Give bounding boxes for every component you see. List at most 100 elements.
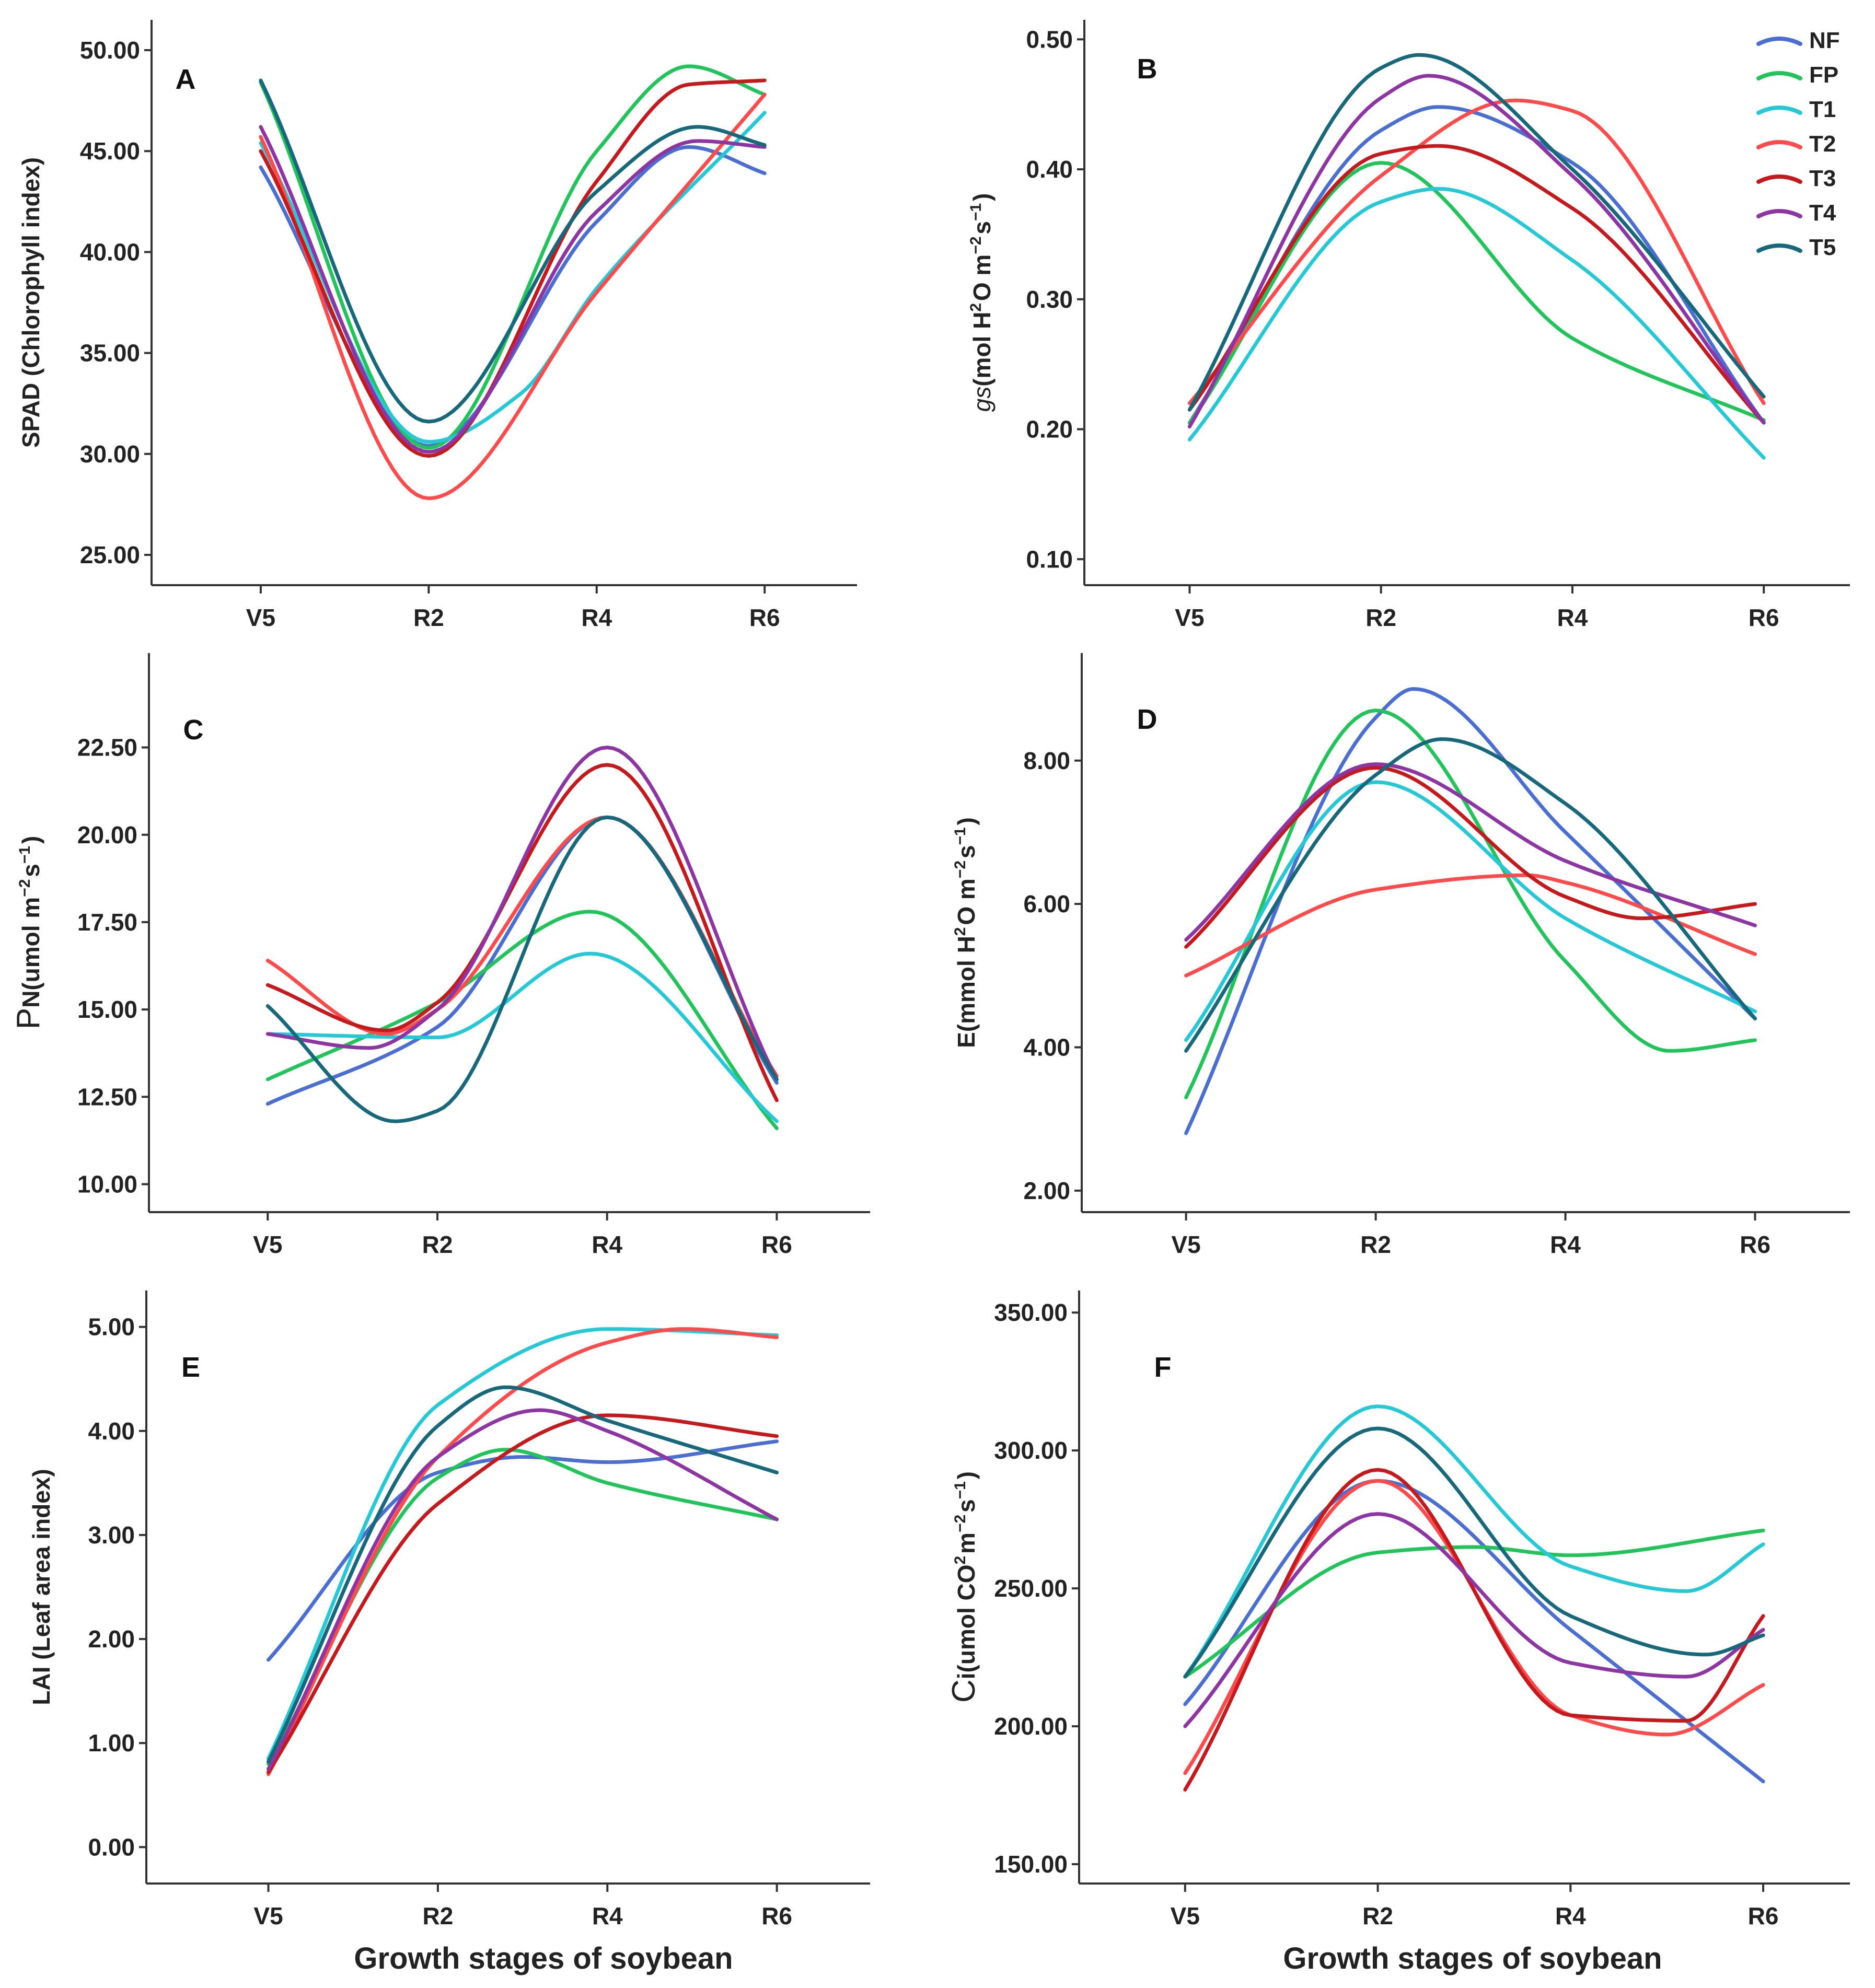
y-tick-label: 4.00 xyxy=(1023,1033,1070,1061)
series-line-T4 xyxy=(265,746,779,1082)
series-line-T4 xyxy=(1183,1512,1765,1728)
series-line-T3 xyxy=(267,1413,779,1774)
x-tick-label: R6 xyxy=(749,604,780,631)
series-line-T5 xyxy=(1187,53,1766,412)
legend-label-NF: NF xyxy=(1809,28,1840,53)
series-line-T3 xyxy=(259,78,767,458)
y-tick-label: 350.00 xyxy=(994,1299,1068,1326)
x-axis-title-right: Growth stages of soybean xyxy=(1283,1942,1662,1975)
y-tick-label: 0.50 xyxy=(1026,26,1073,53)
y-tick-label: 200.00 xyxy=(994,1713,1068,1740)
x-tick-label: R6 xyxy=(1748,1902,1779,1929)
y-tick-label: 2.00 xyxy=(88,1625,135,1653)
series-line-T5 xyxy=(267,1385,779,1764)
y-axis-title: gs(mol H2 O m−2 s−1 ) xyxy=(967,193,996,412)
series-line-T2 xyxy=(267,1327,779,1776)
panel-B: 0.10 0.20 0.30 0.40 0.50 V5 R2 R4 R6 Bgs(mol H2 O… xyxy=(967,20,1850,631)
y-tick-label: 25.00 xyxy=(80,541,140,568)
y-tick-label: 30.00 xyxy=(80,440,140,468)
series-line-T1 xyxy=(1184,780,1757,1042)
x-tick-label: R6 xyxy=(761,1231,792,1258)
panel-letter: F xyxy=(1154,1352,1172,1383)
y-tick-label: 35.00 xyxy=(80,340,140,367)
y-tick-label: 0.00 xyxy=(88,1833,135,1861)
series-line-T2 xyxy=(259,92,767,501)
y-tick-label: 0.10 xyxy=(1026,545,1073,573)
legend-swatch-T1 xyxy=(1756,106,1802,115)
series-line-T3 xyxy=(1187,144,1766,425)
x-tick-label: V5 xyxy=(253,1231,282,1258)
legend-label-T2: T2 xyxy=(1809,131,1836,157)
y-tick-label: 20.00 xyxy=(77,821,137,848)
series-line-T2 xyxy=(1187,98,1766,405)
series-line-T3 xyxy=(1183,1468,1765,1792)
x-axis-title-left: Growth stages of soybean xyxy=(354,1942,733,1975)
x-tick-label: R4 xyxy=(1557,604,1588,631)
y-tick-label: 45.00 xyxy=(80,137,140,165)
series-line-FP xyxy=(259,64,767,450)
x-tick-label: V5 xyxy=(246,604,275,631)
legend-swatch-T3 xyxy=(1756,175,1802,184)
y-tick-label: 2.00 xyxy=(1023,1177,1070,1204)
y-tick-label: 22.50 xyxy=(77,734,137,761)
legend-swatch-T4 xyxy=(1756,209,1802,218)
x-tick-label: V5 xyxy=(253,1902,283,1929)
y-tick-label: 0.20 xyxy=(1026,416,1073,443)
legend-swatch-NF xyxy=(1756,37,1802,46)
x-tick-label: R6 xyxy=(1749,604,1779,631)
series-line-NF xyxy=(1183,1479,1765,1784)
panel-letter: D xyxy=(1137,704,1158,735)
x-tick-label: R2 xyxy=(422,1231,453,1258)
y-axis-title: LAI (Leaf area index) xyxy=(28,1469,55,1705)
series-line-NF xyxy=(1187,105,1766,425)
series-line-T1 xyxy=(1187,187,1766,460)
y-tick-label: 15.00 xyxy=(77,996,137,1023)
x-tick-label: R2 xyxy=(1362,1902,1393,1929)
x-tick-label: R4 xyxy=(592,1902,623,1929)
legend-swatch-T2 xyxy=(1756,140,1802,149)
y-tick-label: 5.00 xyxy=(88,1313,135,1341)
y-axis-title: Ci(umol CO2 m−2 s−1 ) xyxy=(946,1471,982,1703)
legend: NF FP T1 T2 T3 T4 T5 xyxy=(1756,28,1840,260)
legend-swatch-FP xyxy=(1756,71,1802,80)
y-tick-label: 3.00 xyxy=(88,1521,135,1549)
y-tick-label: 150.00 xyxy=(994,1851,1068,1878)
series-line-T1 xyxy=(265,951,779,1123)
y-tick-label: 50.00 xyxy=(80,37,140,64)
y-tick-label: 40.00 xyxy=(80,238,140,265)
x-tick-label: R2 xyxy=(413,604,444,631)
series-line-T4 xyxy=(1184,762,1757,942)
series-line-T3 xyxy=(1184,766,1757,949)
x-tick-label: R2 xyxy=(1365,604,1396,631)
legend-label-FP: FP xyxy=(1809,62,1838,88)
series-line-FP xyxy=(1184,708,1757,1099)
y-tick-label: 17.50 xyxy=(77,909,137,936)
panel-A: 25.00 30.00 35.00 40.00 45.00 50.00 V5 R2 R4 R6 A S… xyxy=(17,20,857,631)
series-line-T5 xyxy=(265,815,779,1123)
y-tick-label: 12.50 xyxy=(77,1083,137,1110)
legend-label-T3: T3 xyxy=(1809,166,1836,191)
panel-C: 10.00 12.50 15.00 17.50 20.00 22.50 V5 R2 R4 R6 C P… xyxy=(10,653,870,1258)
x-tick-label: V5 xyxy=(1171,1231,1200,1258)
x-tick-label: R4 xyxy=(1555,1902,1586,1929)
panel-letter: A xyxy=(176,64,196,95)
series-line-FP xyxy=(267,1448,779,1766)
y-tick-label: 10.00 xyxy=(77,1171,137,1198)
panel-letter: C xyxy=(183,714,204,746)
legend-label-T5: T5 xyxy=(1809,235,1836,260)
series-line-T4 xyxy=(259,125,767,454)
x-tick-label: R4 xyxy=(581,604,612,631)
x-tick-label: R2 xyxy=(422,1902,453,1929)
y-tick-label: 0.30 xyxy=(1026,286,1073,313)
series-line-T1 xyxy=(1183,1404,1765,1679)
series-line-T4 xyxy=(267,1408,779,1771)
panel-D: 2.00 4.00 6.00 8.00 V5 R2 R4 R6 D E(mmol H2 O m−2… xyxy=(952,653,1850,1258)
series-line-FP xyxy=(1183,1528,1765,1679)
legend-label-T4: T4 xyxy=(1809,200,1836,226)
x-tick-label: V5 xyxy=(1175,604,1204,631)
series-line-T4 xyxy=(1187,74,1766,428)
x-tick-label: V5 xyxy=(1171,1902,1200,1929)
y-tick-label: 0.40 xyxy=(1026,156,1073,183)
y-axis-title: PN(umol m−2 s−1 ) xyxy=(10,836,47,1030)
series-line-T5 xyxy=(259,78,767,424)
